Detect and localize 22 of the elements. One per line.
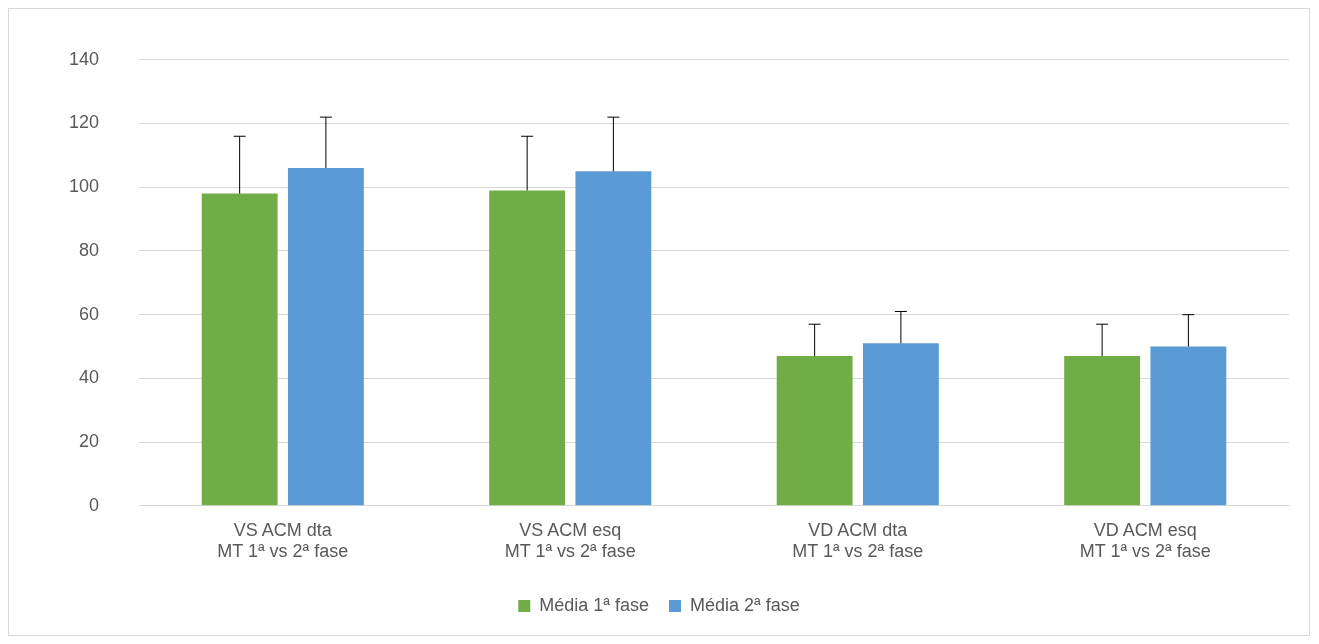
bar [1064, 356, 1141, 506]
y-tick-label: 120 [68, 112, 100, 133]
x-tick-label: VS ACM dta MT 1ª vs 2ª fase [217, 519, 349, 562]
x-tick-label: VS ACM esq MT 1ª vs 2ª fase [504, 519, 636, 562]
y-tick-label: 0 [89, 494, 100, 515]
bar [862, 343, 939, 506]
bar [575, 171, 652, 506]
legend-label: Média 2ª fase [690, 594, 800, 615]
x-tick-label: VD ACM dta MT 1ª vs 2ª fase [792, 519, 924, 562]
y-tick-label: 20 [79, 431, 100, 452]
bar [489, 190, 566, 506]
bar [1150, 346, 1227, 506]
y-tick-label: 100 [68, 176, 100, 197]
bar [287, 168, 364, 506]
legend-label: Média 1ª fase [539, 594, 650, 615]
bar [201, 193, 278, 506]
y-tick-label: 140 [68, 48, 100, 69]
x-tick-label: VD ACM esq MT 1ª vs 2ª fase [1079, 519, 1211, 562]
bar [776, 356, 853, 506]
y-tick-label: 60 [79, 303, 100, 324]
y-tick-label: 80 [79, 239, 100, 260]
y-tick-label: 40 [79, 367, 100, 388]
